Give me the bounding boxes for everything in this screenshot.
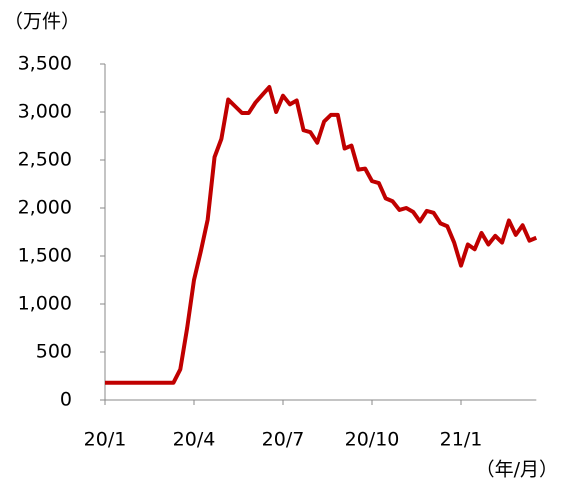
x-tick-label: 20/10 [345, 429, 400, 451]
y-tick-label: 2,500 [18, 149, 72, 171]
x-tick-label: 20/7 [262, 429, 305, 451]
y-tick-label: 1,000 [18, 293, 72, 315]
y-tick-label: 3,500 [18, 53, 72, 75]
y-tick-label: 3,000 [18, 101, 72, 123]
y-tick-label: 2,000 [18, 197, 72, 219]
x-tick-label: 20/1 [84, 429, 127, 451]
x-tick-label: 21/1 [440, 429, 483, 451]
y-tick-label: 500 [36, 341, 72, 363]
line-series [105, 85, 538, 385]
y-unit: （万件） [4, 11, 80, 33]
x-unit: （年/月） [476, 459, 558, 481]
x-tick-label: 20/4 [173, 429, 216, 451]
y-tick-label: 0 [60, 389, 72, 411]
y-tick-label: 1,500 [18, 245, 72, 267]
